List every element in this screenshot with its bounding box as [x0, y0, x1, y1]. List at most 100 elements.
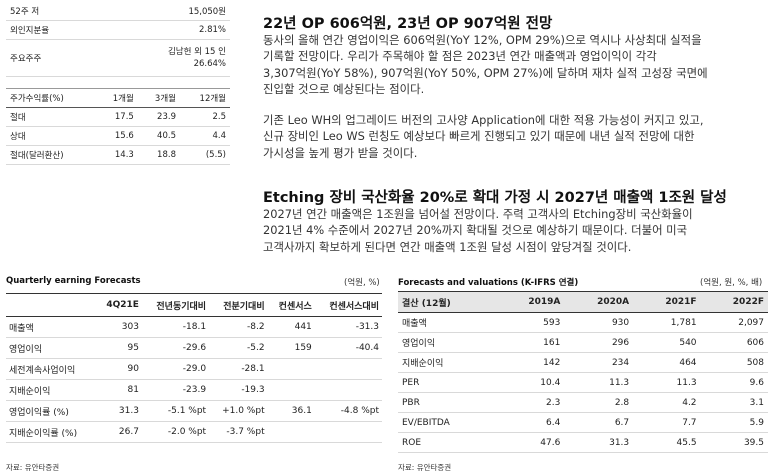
table-row: 지배순이익 142 234 464 508 [398, 352, 768, 373]
table-cell [314, 421, 382, 443]
table-cell: 508 [700, 352, 768, 373]
table-cell: -23.9 [141, 379, 210, 401]
table-cell: -5.2 [209, 337, 268, 359]
column-header: 주가수익률(%) [6, 88, 96, 108]
row-label: ROE [398, 432, 496, 453]
table-cell: 6.7 [564, 412, 634, 433]
table-cell: 4.2 [633, 392, 701, 413]
table-cell: -31.3 [314, 316, 382, 338]
table-row: 주요주주 김남헌 외 15 인 26.64% [6, 40, 230, 77]
forecasts-table-unit: (억원, 원, %, 배) [700, 278, 763, 288]
info-label: 외인지분율 [10, 26, 50, 36]
row-label: 지배순이익 [398, 352, 496, 373]
table-cell: 441 [267, 316, 315, 338]
quarterly-source: 자료: 유안타증권 [6, 463, 60, 472]
table-row: ROE 47.6 31.3 45.5 39.5 [398, 432, 768, 453]
table-row: 매출액 593 930 1,781 2,097 [398, 312, 768, 333]
table-row: 절대 17.5 23.9 2.5 [6, 107, 230, 127]
table-cell [267, 358, 315, 380]
row-label: 매출액 [398, 312, 496, 333]
row-label: 영업이익 [398, 332, 496, 353]
table-cell: 303 [95, 316, 142, 338]
table-cell: 9.6 [700, 372, 768, 393]
table-cell: 5.9 [700, 412, 768, 433]
table-cell: -5.1 %pt [141, 400, 210, 422]
row-label: 매출액 [6, 316, 96, 338]
table-cell: -8.2 [209, 316, 268, 338]
column-header: 3개월 [137, 88, 180, 108]
table-cell: -4.8 %pt [314, 400, 382, 422]
row-label: 세전계속사업이익 [6, 358, 96, 380]
info-label: 주요주주 [10, 54, 42, 64]
row-label: PBR [398, 392, 496, 413]
table-cell: 90 [95, 358, 142, 380]
table-cell [314, 358, 382, 380]
table-header-row: 결산 (12월) 2019A 2020A 2021F 2022F [398, 291, 768, 313]
table-cell: 2.8 [564, 392, 634, 413]
table-row: PBR 2.3 2.8 4.2 3.1 [398, 392, 768, 413]
table-row: 52주 저 15,050원 [6, 2, 230, 21]
table-cell: 142 [495, 352, 565, 373]
table-cell: -19.3 [209, 379, 268, 401]
table-cell: 159 [267, 337, 315, 359]
forecasts-source: 자료: 유안타증권 [398, 463, 452, 472]
table-cell: 45.5 [633, 432, 701, 453]
table-cell: -40.4 [314, 337, 382, 359]
info-value: 15,050원 [188, 7, 226, 17]
table-cell: 930 [564, 312, 634, 333]
table-row: 영업이익 161 296 540 606 [398, 332, 768, 353]
row-label: 지배순이익률 (%) [6, 421, 96, 443]
table-header-row: 4Q21E 전년동기대비 전분기대비 컨센서스 컨센서스대비 [6, 293, 382, 317]
info-value: 2.81% [198, 25, 226, 35]
quarterly-forecast-table: 4Q21E 전년동기대비 전분기대비 컨센서스 컨센서스대비 매출액 303 -18… [6, 293, 382, 443]
table-row: 지배순이익률 (%) 26.7 -2.0 %pt -3.7 %pt [6, 421, 382, 443]
info-value: 김남헌 외 15 인 26.64% [167, 47, 226, 69]
table-cell: +1.0 %pt [209, 400, 268, 422]
table-row: 지배순이익 81 -23.9 -19.3 [6, 379, 382, 401]
table-cell: 606 [700, 332, 768, 353]
table-cell: 3.1 [700, 392, 768, 413]
table-cell: -2.0 %pt [141, 421, 210, 443]
table-cell: 47.6 [495, 432, 565, 453]
section-heading-etching: Etching 장비 국산화율 20%로 확대 가정 시 2027년 매출액 1… [263, 190, 727, 206]
table-cell: -18.1 [141, 316, 210, 338]
table-cell: 7.7 [633, 412, 701, 433]
section-heading-op-forecast: 22년 OP 606억원, 23년 OP 907억원 전망 [263, 16, 553, 32]
table-cell: 464 [633, 352, 701, 373]
table-row: 영업이익 95 -29.6 -5.2 159 -40.4 [6, 337, 382, 359]
table-cell: 11.3 [633, 372, 701, 393]
table-cell: 11.3 [564, 372, 634, 393]
table-cell: 31.3 [95, 400, 142, 422]
table-cell: 6.4 [495, 412, 565, 433]
row-label: 영업이익률 (%) [6, 400, 96, 422]
table-cell: -29.0 [141, 358, 210, 380]
row-label: 영업이익 [6, 337, 96, 359]
table-row: 세전계속사업이익 90 -29.0 -28.1 [6, 358, 382, 380]
table-cell: 95 [95, 337, 142, 359]
stock-info-table: 52주 저 15,050원 외인지분율 2.81% 주요주주 김남헌 외 15 … [6, 2, 230, 77]
performance-table: 주가수익률(%) 1개월 3개월 12개월 절대 17.5 23.9 2.5 상… [6, 88, 230, 165]
table-cell [267, 421, 315, 443]
row-label: EV/EBITDA [398, 412, 496, 433]
table-cell: 31.3 [564, 432, 634, 453]
table-cell: 2,097 [700, 312, 768, 333]
forecasts-valuations-table: 결산 (12월) 2019A 2020A 2021F 2022F 매출액 593 9… [398, 291, 768, 453]
info-label: 52주 저 [10, 7, 40, 17]
row-label: 지배순이익 [6, 379, 96, 401]
row-label: PER [398, 372, 496, 393]
table-row: EV/EBITDA 6.4 6.7 7.7 5.9 [398, 412, 768, 433]
table-cell: 39.5 [700, 432, 768, 453]
forecasts-table-title: Forecasts and valuations (K-IFRS 연결) [398, 278, 579, 288]
table-row: 외인지분율 2.81% [6, 21, 230, 40]
table-row: 영업이익률 (%) 31.3 -5.1 %pt +1.0 %pt 36.1 -4.8 %p… [6, 400, 382, 422]
table-row: 상대 15.6 40.5 4.4 [6, 126, 230, 146]
table-cell [314, 379, 382, 401]
table-cell: 10.4 [495, 372, 565, 393]
table-cell: 2.3 [495, 392, 565, 413]
table-cell: -3.7 %pt [209, 421, 268, 443]
table-cell [267, 379, 315, 401]
column-header: 1개월 [95, 88, 138, 108]
paragraph-1: 동사의 올해 연간 영업이익은 606억원(YoY 12%, OPM 29%)으… [263, 33, 708, 97]
table-cell: 36.1 [267, 400, 315, 422]
table-header-row: 주가수익률(%) 1개월 3개월 12개월 [6, 88, 230, 108]
